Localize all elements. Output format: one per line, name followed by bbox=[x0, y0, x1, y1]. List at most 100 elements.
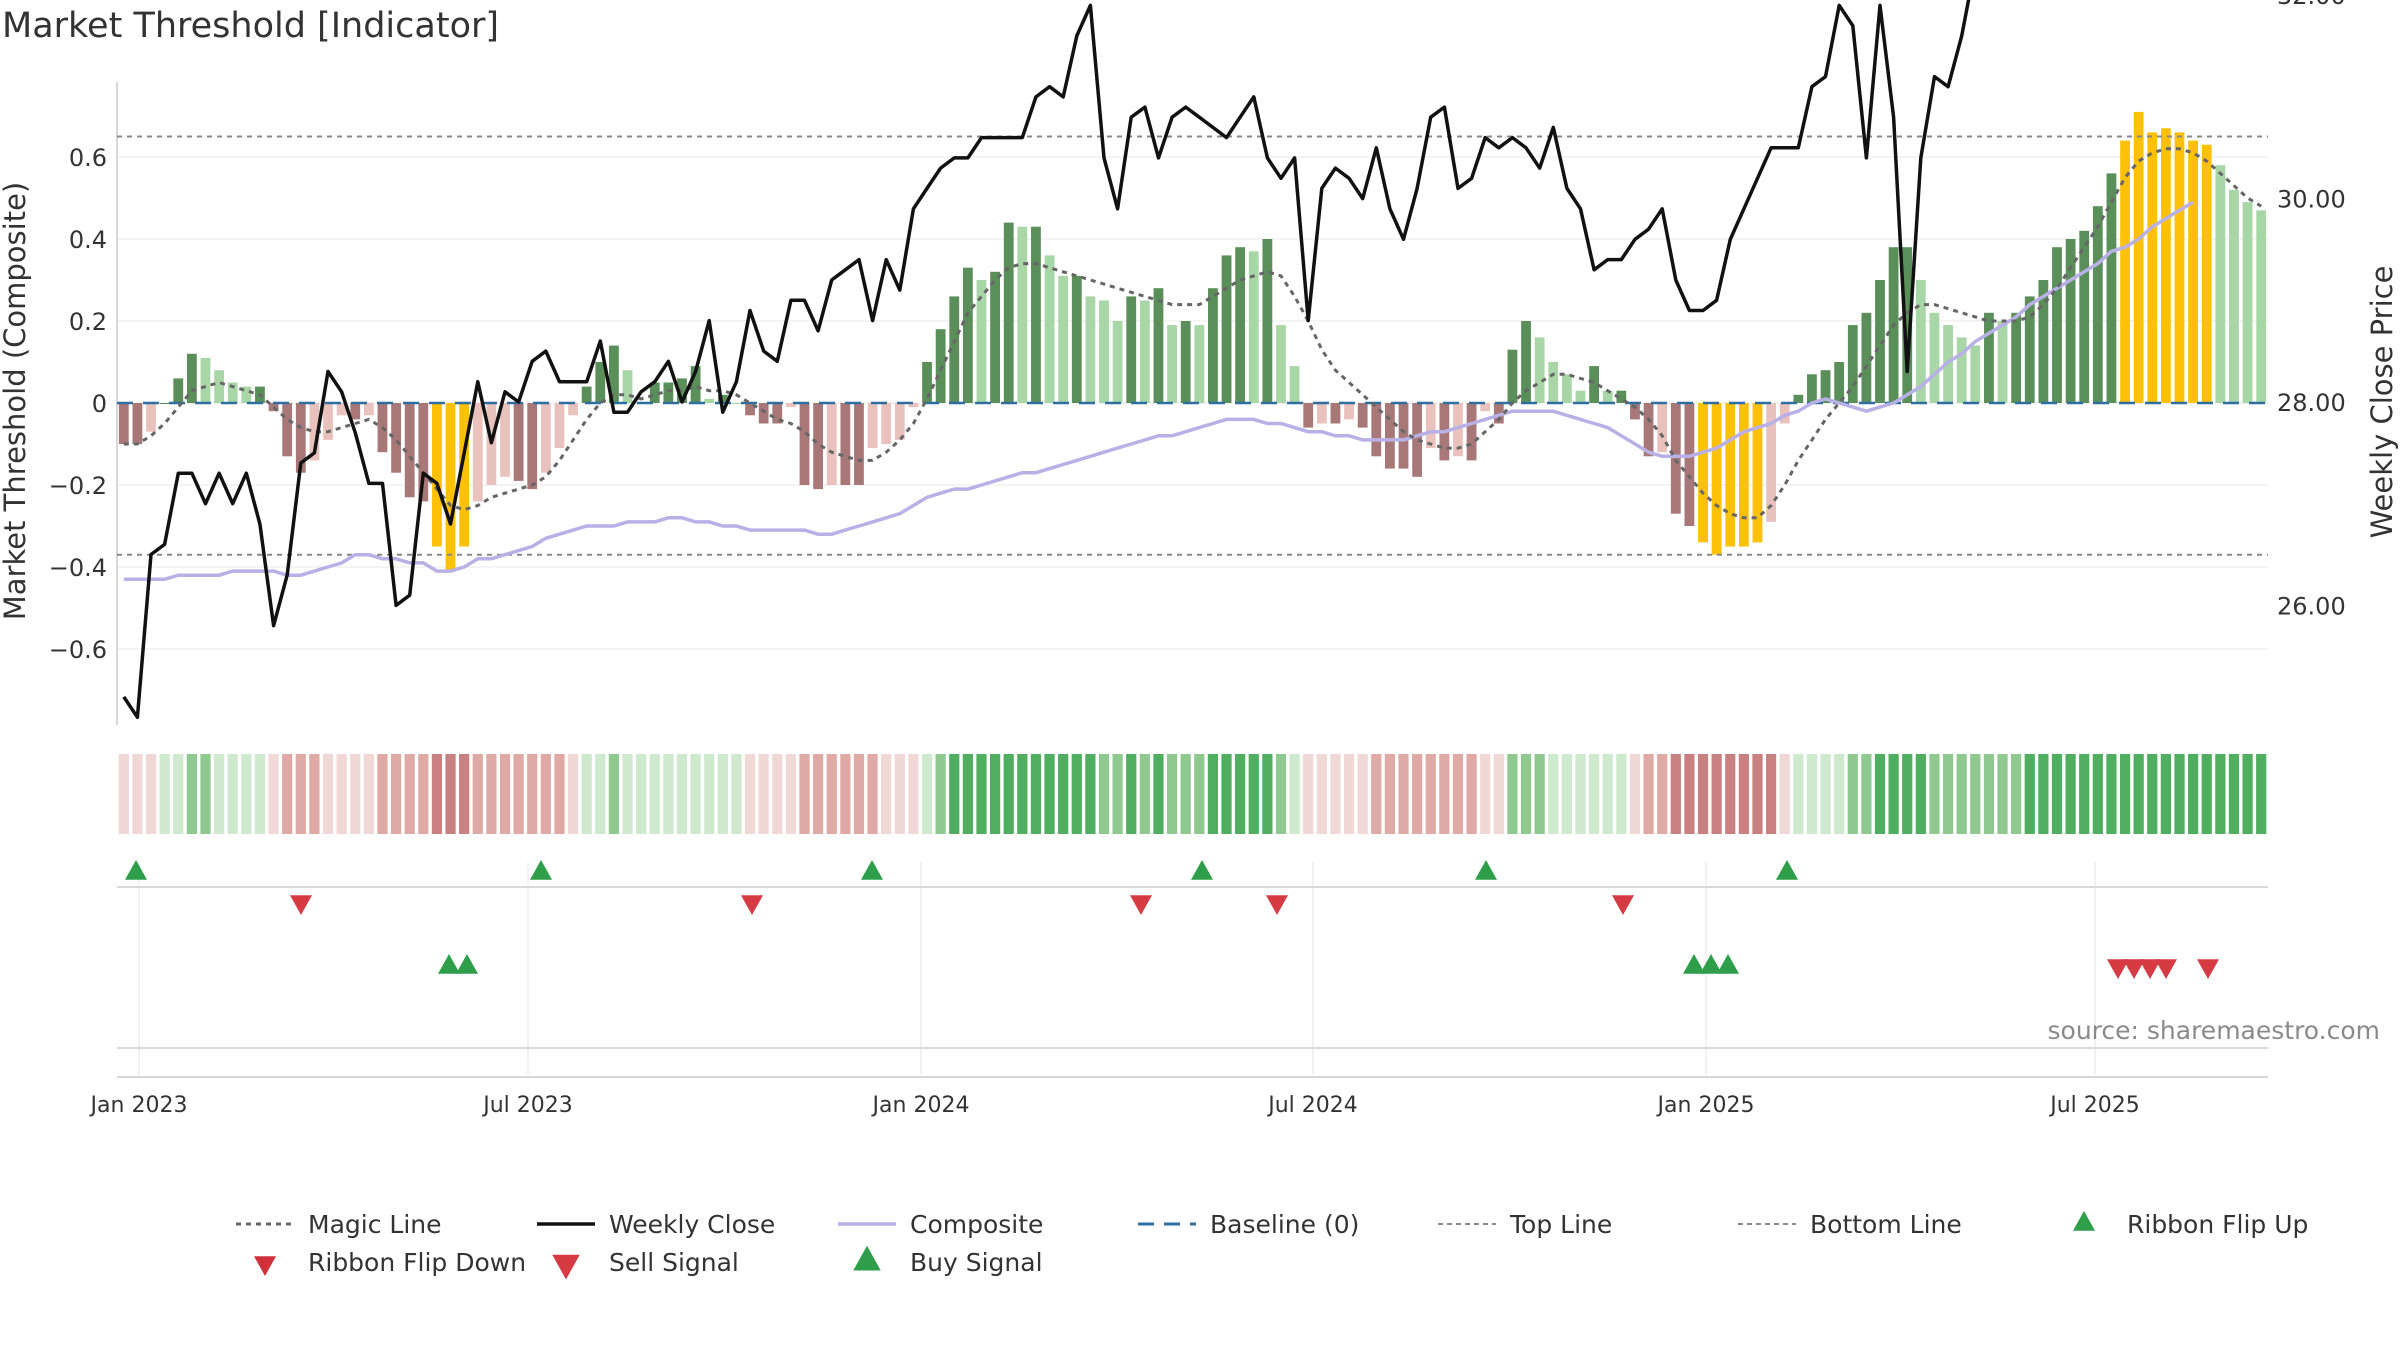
ribbon-segment bbox=[2256, 754, 2267, 834]
ribbon-segment bbox=[595, 754, 606, 834]
legend-label: Bottom Line bbox=[1810, 1210, 1962, 1239]
composite-bar bbox=[1875, 280, 1885, 403]
y-right-tick-label: 30.00 bbox=[2277, 186, 2346, 214]
ribbon-segment bbox=[200, 754, 211, 834]
ribbon-segment bbox=[1616, 754, 1627, 834]
ribbon-segment bbox=[1030, 754, 1042, 834]
legend-label: Composite bbox=[910, 1210, 1043, 1239]
ribbon-segment bbox=[2242, 754, 2253, 834]
composite-bar bbox=[214, 370, 225, 403]
composite-bar bbox=[2229, 189, 2239, 403]
ribbon-flip-down-marker bbox=[290, 895, 312, 915]
ribbon-flip-up-marker bbox=[1776, 860, 1798, 880]
composite-bar bbox=[2011, 312, 2022, 403]
ribbon-flip-up-marker bbox=[861, 860, 883, 880]
composite-bar bbox=[1725, 403, 1736, 547]
composite-bar bbox=[1425, 403, 1436, 449]
composite-bar bbox=[1684, 403, 1695, 526]
ribbon-segment bbox=[1330, 754, 1341, 834]
ribbon-segment bbox=[1602, 754, 1613, 834]
ribbon-segment bbox=[826, 754, 837, 834]
ribbon-segment bbox=[282, 754, 293, 834]
ribbon-segment bbox=[1629, 754, 1641, 834]
ribbon-segment bbox=[1085, 754, 1096, 834]
ribbon-segment bbox=[2160, 754, 2172, 834]
composite-bar bbox=[1902, 247, 1913, 403]
ribbon-flip-down-marker bbox=[1266, 895, 1288, 915]
ribbon-segment bbox=[1738, 754, 1749, 834]
composite-bar bbox=[513, 403, 524, 481]
composite-bar bbox=[908, 403, 919, 408]
composite-line bbox=[123, 200, 2195, 582]
composite-bar bbox=[1289, 366, 1300, 403]
composite-bar bbox=[282, 403, 293, 457]
ribbon-segment bbox=[622, 754, 633, 834]
ribbon-segment bbox=[1139, 754, 1150, 834]
composite-bar bbox=[663, 382, 674, 403]
ribbon-segment bbox=[676, 754, 688, 834]
ribbon-segment bbox=[1248, 754, 1259, 834]
ribbon-segment bbox=[636, 754, 647, 834]
composite-bar bbox=[1248, 251, 1259, 403]
ribbon-segment bbox=[418, 754, 429, 834]
x-tick-label: Jul 2024 bbox=[1266, 1093, 1358, 1118]
composite-bar bbox=[962, 267, 973, 403]
composite-bar bbox=[295, 403, 306, 473]
ribbon-segment bbox=[2079, 754, 2090, 834]
composite-bar bbox=[731, 403, 742, 404]
legend-label: Baseline (0) bbox=[1210, 1210, 1359, 1239]
ribbon-segment bbox=[1439, 754, 1450, 834]
ribbon-segment bbox=[704, 754, 715, 834]
ribbon-segment bbox=[1820, 754, 1831, 834]
legend-swatch bbox=[2073, 1211, 2095, 1231]
ribbon-segment bbox=[921, 754, 933, 834]
composite-bar bbox=[813, 403, 824, 490]
composite-bar bbox=[459, 403, 470, 547]
composite-bar bbox=[1031, 226, 1041, 403]
composite-bar bbox=[186, 353, 197, 403]
legend-label: Top Line bbox=[1509, 1210, 1612, 1239]
ribbon-segment bbox=[663, 754, 674, 834]
composite-bar bbox=[2160, 128, 2171, 404]
legend-item: Bottom Line bbox=[1738, 1210, 1962, 1239]
composite-bar bbox=[1221, 255, 1232, 403]
legend-label: Ribbon Flip Up bbox=[2127, 1210, 2308, 1239]
ribbon-segment bbox=[363, 754, 374, 834]
ribbon-segment bbox=[813, 754, 824, 834]
composite-bar bbox=[1235, 247, 1246, 403]
composite-bar bbox=[2256, 210, 2267, 403]
composite-bar bbox=[717, 394, 728, 403]
sell-signal-marker bbox=[2123, 959, 2145, 979]
ribbon-segment bbox=[881, 754, 892, 834]
ribbon-segment bbox=[1126, 754, 1137, 834]
composite-bar bbox=[595, 362, 606, 403]
legend-label: Weekly Close bbox=[609, 1210, 775, 1239]
composite-bar bbox=[268, 403, 279, 412]
composite-bar bbox=[1385, 403, 1395, 469]
composite-bar bbox=[1561, 374, 1572, 403]
composite-bar bbox=[118, 403, 129, 444]
composite-bar bbox=[1956, 337, 1967, 403]
composite-bar bbox=[609, 345, 619, 403]
legend-swatch bbox=[552, 1254, 580, 1280]
ribbon-segment bbox=[1466, 754, 1477, 834]
composite-bar bbox=[581, 386, 592, 403]
composite-bar bbox=[1180, 321, 1191, 403]
legend-label: Buy Signal bbox=[910, 1248, 1043, 1277]
ribbon-segment bbox=[1412, 754, 1423, 834]
composite-bar bbox=[1616, 390, 1627, 403]
x-tick-label: Jan 2025 bbox=[1656, 1093, 1755, 1118]
sell-signal-marker bbox=[2155, 959, 2177, 979]
ribbon-segment bbox=[1575, 754, 1586, 834]
ribbon-flip-up-marker bbox=[1475, 860, 1497, 880]
ribbon-segment bbox=[1684, 754, 1695, 834]
composite-bar bbox=[1003, 222, 1014, 403]
composite-bar bbox=[1793, 394, 1804, 403]
composite-bar bbox=[1085, 296, 1096, 403]
ribbon-segment bbox=[486, 754, 497, 834]
composite-bar bbox=[2024, 296, 2035, 403]
ribbon-segment bbox=[894, 754, 905, 834]
y-left-tick-label: 0.2 bbox=[69, 308, 107, 336]
composite-bar bbox=[2201, 144, 2212, 403]
ribbon-segment bbox=[2147, 754, 2158, 834]
